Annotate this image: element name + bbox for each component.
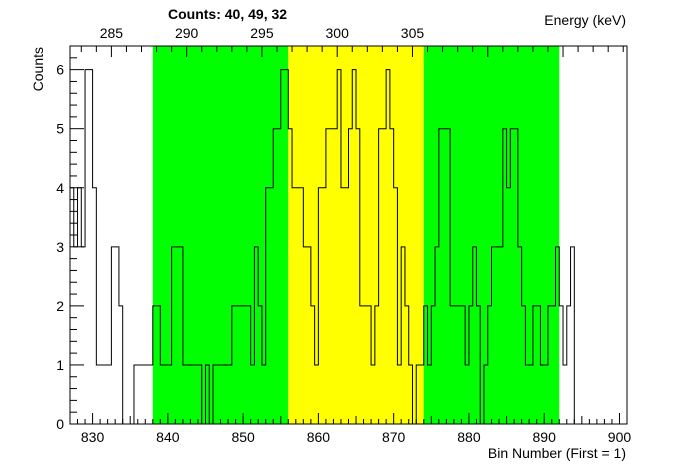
top-tick-label: 285 — [100, 25, 124, 41]
y-tick-label: 5 — [56, 121, 64, 137]
top-axis-title: Energy (keV) — [544, 12, 626, 28]
y-axis-title: Counts — [30, 47, 46, 91]
x-tick-label: 860 — [307, 429, 331, 445]
y-tick-label: 1 — [56, 357, 64, 373]
ticks-layer: 830 840 850 860 870 880 890 900 0 1 2 3 4 5 6 285 290 295… — [56, 25, 631, 445]
x-axis-title: Bin Number (First = 1) — [488, 445, 626, 461]
y-tick-label: 3 — [56, 239, 64, 255]
counts-label: Counts: 40, 49, 32 — [168, 6, 287, 22]
top-tick-label: 305 — [401, 25, 425, 41]
y-tick-label: 2 — [56, 298, 64, 314]
region-2 — [423, 46, 560, 424]
y-tick-label: 6 — [56, 62, 64, 78]
x-tick-label: 870 — [382, 429, 406, 445]
x-tick-label: 890 — [533, 429, 557, 445]
top-tick-label: 300 — [326, 25, 350, 41]
region-0 — [152, 46, 289, 424]
x-tick-label: 850 — [231, 429, 255, 445]
top-tick-label: 295 — [250, 25, 274, 41]
y-tick-label: 0 — [56, 416, 64, 432]
top-tick-label: 290 — [175, 25, 199, 41]
x-tick-label: 830 — [81, 429, 105, 445]
x-tick-label: 900 — [608, 429, 632, 445]
histogram-line — [69, 69, 575, 425]
y-tick-label: 4 — [56, 180, 64, 196]
x-tick-label: 840 — [156, 429, 180, 445]
x-tick-label: 880 — [457, 429, 481, 445]
